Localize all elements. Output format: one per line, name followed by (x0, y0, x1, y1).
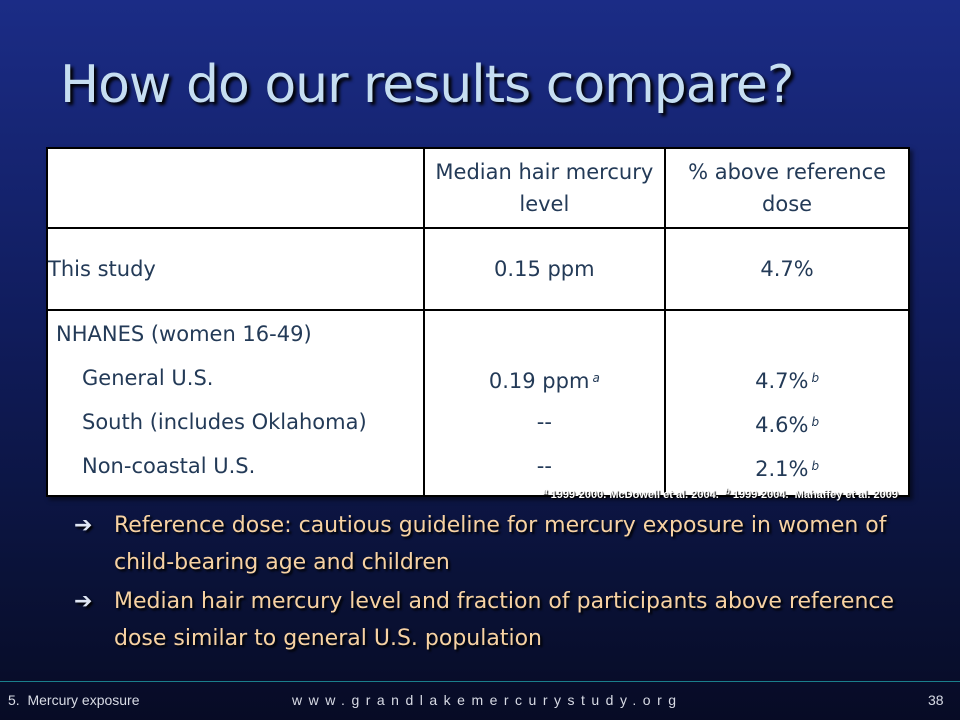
footnote-mark: b (811, 415, 820, 429)
nhanes-percent-cell: 4.7% b 4.6% b 2.1% b (664, 309, 910, 497)
slide-title: How do our results compare? (60, 55, 794, 115)
header-percent: % above reference dose (664, 147, 910, 229)
subrow-label-noncoastal: Non-coastal U.S. (82, 454, 256, 478)
comparison-table: Median hair mercury level % above refere… (46, 147, 910, 497)
arrow-right-icon: ➔ (74, 513, 93, 538)
subrow-label-general: General U.S. (82, 366, 214, 390)
percent-noncoastal: 2.1% b (755, 457, 820, 481)
footnote-mark: b (811, 459, 820, 473)
table-footnote: a 1999-2000. McDowell et al. 2004. b 199… (543, 487, 898, 501)
nhanes-median-cell: 0.19 ppm a -- -- (422, 309, 667, 497)
nhanes-labels-cell: NHANES (women 16-49) General U.S. South … (46, 309, 425, 497)
footnote-mark: b (811, 371, 820, 385)
bullet-reference-dose: ➔ Reference dose: cautious guideline for… (74, 507, 914, 581)
median-noncoastal: -- (536, 454, 552, 478)
median-value: 0.15 ppm (422, 227, 667, 311)
slide-number: 38 (928, 692, 944, 708)
percent-general: 4.7% b (755, 369, 820, 393)
table-row-this-study: This study 0.15 ppm 4.7% (46, 227, 910, 311)
nhanes-label: NHANES (women 16-49) (56, 322, 312, 346)
bullet-median-comparison: ➔ Median hair mercury level and fraction… (74, 583, 914, 657)
subrow-label-south: South (includes Oklahoma) (82, 410, 367, 434)
table-header-row: Median hair mercury level % above refere… (46, 147, 910, 229)
arrow-right-icon: ➔ (74, 589, 93, 614)
footnote-mark: a (592, 371, 600, 385)
footer-url: www.grandlakemercurystudy.org (292, 692, 683, 708)
header-median: Median hair mercury level (422, 147, 667, 229)
percent-south: 4.6% b (755, 413, 820, 437)
header-empty-cell (46, 147, 425, 229)
footer-section: 5. Mercury exposure (8, 692, 140, 708)
table-row-nhanes: NHANES (women 16-49) General U.S. South … (46, 309, 910, 497)
row-label: This study (46, 227, 425, 311)
footer-divider (0, 681, 960, 682)
median-general: 0.19 ppm a (488, 369, 600, 393)
median-south: -- (536, 410, 552, 434)
percent-value: 4.7% (664, 227, 910, 311)
